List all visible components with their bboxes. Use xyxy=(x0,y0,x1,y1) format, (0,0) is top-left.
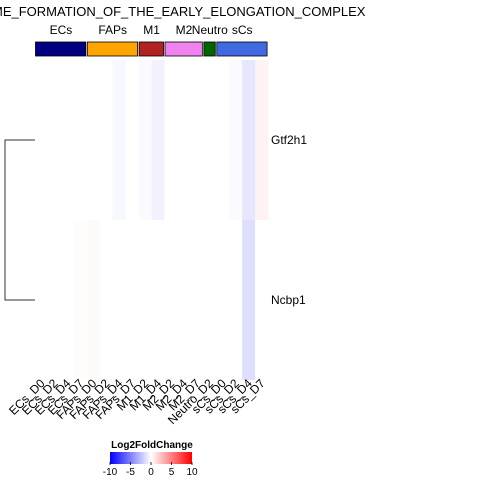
column-labels: ECs_D0ECs_D2ECs_D4ECs_D7FAPs_D0FAPs_D2FA… xyxy=(6,376,268,427)
heatmap-cell xyxy=(216,60,230,220)
group-bar-scs xyxy=(216,41,268,57)
heatmap-cell xyxy=(47,60,62,220)
heatmap-cell xyxy=(138,220,152,380)
heatmap-cell xyxy=(164,220,178,380)
heatmap-cell xyxy=(60,60,75,220)
heatmap-cell xyxy=(164,60,178,220)
group-label-faps: FAPs xyxy=(98,23,127,37)
heatmap-cell xyxy=(216,220,230,380)
legend-tick-label: -10 xyxy=(103,467,118,478)
heatmap-cell xyxy=(73,220,88,380)
row-label-ncbp1: Ncbp1 xyxy=(271,293,306,307)
heatmap-cell xyxy=(125,220,139,380)
heatmap-cell xyxy=(177,220,191,380)
group-label-neutro: Neutro xyxy=(192,23,228,37)
heatmap-cell xyxy=(203,220,217,380)
heatmap-cell xyxy=(229,60,243,220)
heatmap-cell xyxy=(86,60,101,220)
legend-tick-label: 10 xyxy=(186,467,198,478)
heatmap-cell xyxy=(229,220,243,380)
heatmap-cell xyxy=(242,60,256,220)
group-bar-neutro xyxy=(203,41,216,57)
heatmap-cell xyxy=(177,60,191,220)
group-label-m2: M2 xyxy=(176,23,193,37)
heatmap-cell xyxy=(112,60,126,220)
group-bar-ecs xyxy=(35,41,87,57)
heatmap-cell xyxy=(60,220,75,380)
heatmap-cell xyxy=(112,220,126,380)
heatmap-cell xyxy=(73,60,88,220)
heatmap-cell xyxy=(86,220,101,380)
heatmap-cell xyxy=(242,220,256,380)
legend-title: Log2FoldChange xyxy=(111,440,193,451)
heatmap-cell xyxy=(47,220,62,380)
legend-colorbar xyxy=(110,452,192,464)
chart-title: ME_FORMATION_OF_THE_EARLY_ELONGATION_COM… xyxy=(0,4,366,19)
group-bar-m2 xyxy=(164,41,203,57)
group-label-m1: M1 xyxy=(143,23,160,37)
heatmap-cell xyxy=(138,60,152,220)
group-bar-m1 xyxy=(138,41,164,57)
heatmap-cell xyxy=(99,220,113,380)
row-label-gtf2h1: Gtf2h1 xyxy=(271,133,307,147)
heatmap-cell xyxy=(151,60,165,220)
legend-tick-label: 5 xyxy=(169,467,175,478)
heatmap-cell xyxy=(203,60,217,220)
heatmap-cell xyxy=(151,220,165,380)
group-bar-faps xyxy=(86,41,139,57)
group-label-ecs: ECs xyxy=(50,23,73,37)
heatmap-cell xyxy=(125,60,139,220)
legend-tick-label: 0 xyxy=(148,467,154,478)
legend-ticks: -10 -5 0 5 10 xyxy=(103,462,198,478)
heatmap-cell xyxy=(190,220,204,380)
heatmap-cell xyxy=(35,220,49,380)
row-dendrogram xyxy=(4,139,35,301)
heatmap-cell xyxy=(190,60,204,220)
heatmap-cells xyxy=(35,60,269,380)
group-label-scs: sCs xyxy=(232,23,253,37)
row-labels: Gtf2h1 Ncbp1 xyxy=(271,133,307,307)
heatmap-cell xyxy=(35,60,49,220)
color-legend: Log2FoldChange -10 -5 0 5 10 xyxy=(103,440,198,478)
heatmap-cell xyxy=(255,60,269,220)
group-annotation-bar: ECs FAPs M1 M2 Neutro sCs xyxy=(35,23,268,57)
heatmap-cell xyxy=(99,60,113,220)
dendrogram-branch xyxy=(4,139,35,301)
legend-tick-label: -5 xyxy=(126,467,135,478)
heatmap-cell xyxy=(255,220,269,380)
